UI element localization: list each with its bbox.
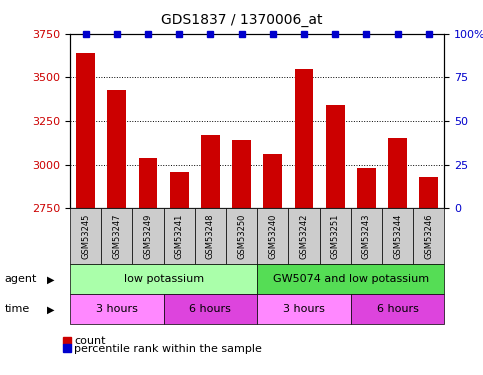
Text: GSM53247: GSM53247	[113, 213, 121, 259]
Text: GSM53246: GSM53246	[424, 213, 433, 259]
Text: 6 hours: 6 hours	[377, 304, 418, 314]
Text: low potassium: low potassium	[124, 274, 204, 284]
Text: GDS1837 / 1370006_at: GDS1837 / 1370006_at	[161, 13, 322, 27]
Text: 3 hours: 3 hours	[283, 304, 325, 314]
Bar	[326, 105, 344, 375]
Bar	[388, 138, 407, 375]
Text: GSM53244: GSM53244	[393, 214, 402, 259]
Text: count: count	[74, 336, 106, 346]
Text: GSM53250: GSM53250	[237, 214, 246, 259]
Text: GSM53240: GSM53240	[268, 214, 277, 259]
Text: 3 hours: 3 hours	[96, 304, 138, 314]
Text: GSM53241: GSM53241	[175, 214, 184, 259]
Bar	[201, 135, 220, 375]
Text: GW5074 and low potassium: GW5074 and low potassium	[273, 274, 429, 284]
Bar	[263, 154, 282, 375]
Bar	[170, 171, 188, 375]
Bar	[232, 140, 251, 375]
Text: GSM53251: GSM53251	[331, 214, 340, 259]
Bar	[419, 177, 438, 375]
Text: agent: agent	[5, 274, 37, 284]
Text: ▶: ▶	[47, 274, 55, 284]
Text: GSM53242: GSM53242	[299, 214, 309, 259]
Bar	[76, 53, 95, 375]
Bar	[295, 69, 313, 375]
Text: GSM53245: GSM53245	[81, 214, 90, 259]
Bar	[108, 90, 126, 375]
Text: GSM53248: GSM53248	[206, 213, 215, 259]
Text: time: time	[5, 304, 30, 314]
Text: ▶: ▶	[47, 304, 55, 314]
Bar	[357, 168, 376, 375]
Text: percentile rank within the sample: percentile rank within the sample	[74, 344, 262, 354]
Text: 6 hours: 6 hours	[189, 304, 231, 314]
Text: GSM53243: GSM53243	[362, 213, 371, 259]
Text: GSM53249: GSM53249	[143, 214, 153, 259]
Bar	[139, 158, 157, 375]
